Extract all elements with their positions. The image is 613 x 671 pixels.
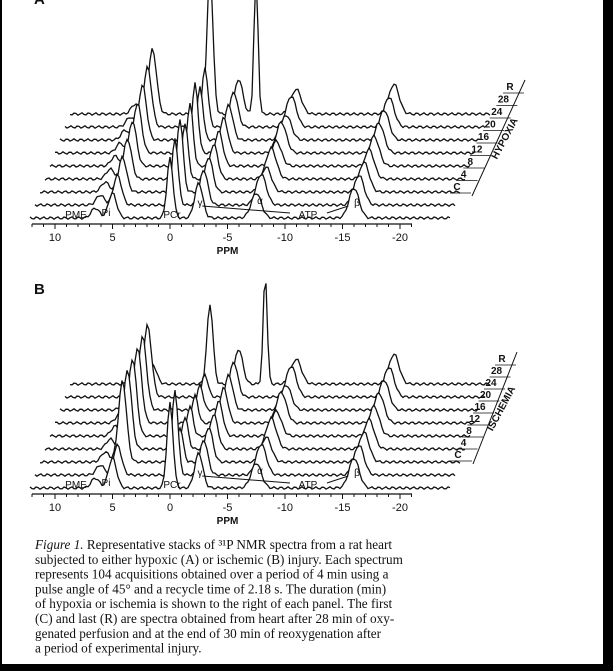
atp-arrows [202, 205, 349, 214]
tick-label: -10 [277, 502, 293, 514]
tick-label: 0 [167, 502, 173, 514]
caption-line: genated perfusion and at the end of 30 m… [35, 626, 382, 641]
stack-label: 28 [498, 95, 510, 106]
caption-line: Figure 1. Representative stacks of ³¹P N… [34, 537, 392, 552]
caption-text: represents 104 acquisitions obtained ove… [35, 567, 389, 582]
tick-label: -15 [335, 232, 351, 244]
caption-label: Figure 1. [34, 537, 84, 552]
spectrum-fill [50, 360, 470, 440]
stack-edge [471, 79, 526, 197]
tick-label: -5 [223, 232, 233, 244]
stack-label: C [454, 450, 461, 461]
panel-label: A [34, 0, 45, 8]
peak-label: ATP [299, 480, 318, 491]
stack-label: R [506, 82, 514, 93]
spectrum-fill [65, 66, 485, 131]
tick-label: 10 [49, 502, 61, 514]
axis-title: PPM [217, 246, 239, 257]
spectrum [44, 123, 466, 182]
peak-label: β [354, 468, 360, 479]
caption-text: genated perfusion and at the end of 30 m… [35, 626, 382, 641]
spectrum-fill [50, 103, 470, 170]
atp-arrows [202, 475, 349, 484]
stack-label: 16 [474, 402, 486, 413]
stack-label: 12 [469, 414, 481, 425]
stack-label: 20 [480, 390, 492, 401]
spectrum [39, 119, 461, 195]
caption-text: pulse angle of 45° and a recycle time of… [35, 581, 386, 596]
peak-label: γ [198, 468, 203, 479]
peak-label: PCr [163, 480, 181, 491]
spectrum [34, 138, 456, 208]
caption-line: of hypoxia or ischemia is shown to the r… [35, 596, 393, 611]
stack-label: 12 [471, 145, 483, 156]
peak-label: γ [198, 198, 203, 209]
spectrum-fill [55, 82, 475, 157]
caption-line: pulse angle of 45° and a recycle time of… [35, 581, 386, 596]
caption-line: subjected to either hypoxic (A) or ische… [35, 552, 404, 567]
stack-label: 28 [491, 366, 503, 377]
peak-label: α [257, 466, 263, 477]
spectrum-fill [60, 336, 480, 414]
tick-label: 10 [49, 232, 61, 244]
tick-label: -10 [277, 232, 293, 244]
spectrum-fill [65, 324, 485, 401]
tick-label: -5 [223, 502, 233, 514]
spectrum-fill [40, 380, 460, 466]
stack-label: 8 [467, 157, 473, 168]
stack-label: C [453, 182, 460, 193]
spectrum-fill [55, 349, 475, 427]
stack-label: 24 [491, 107, 503, 118]
peak-label: Pi [102, 478, 111, 489]
peak-label: PCr [163, 210, 181, 221]
axis-title: PPM [217, 516, 239, 527]
spectrum [29, 156, 451, 221]
panel-label: B [34, 281, 45, 298]
caption-line: represents 104 acquisitions obtained ove… [35, 567, 389, 582]
tick-label: 0 [167, 232, 173, 244]
stack-label: 24 [485, 378, 497, 389]
peak-label: β [354, 198, 360, 209]
spectrum [39, 380, 461, 465]
caption-line: (C) and last (R) are spectra obtained fr… [35, 611, 394, 626]
tick-label: 5 [109, 232, 115, 244]
spectrum [34, 390, 456, 478]
stack-edge [472, 351, 518, 465]
tick-label: -20 [392, 232, 408, 244]
spectrum [29, 401, 451, 491]
stack-label: 20 [485, 120, 497, 131]
caption-text: (C) and last (R) are spectra obtained fr… [35, 611, 394, 626]
peak-label: PME [65, 210, 87, 221]
stack-label: 16 [478, 132, 490, 143]
caption-line: a period of experimental injury. [35, 641, 202, 656]
tick-label: -20 [392, 502, 408, 514]
caption-text: of hypoxia or ischemia is shown to the r… [35, 596, 393, 611]
stack-label: R [498, 354, 506, 365]
peak-label: PME [65, 480, 87, 491]
spectrum-fill [45, 123, 465, 183]
caption-text: a period of experimental injury. [35, 641, 202, 656]
tick-label: -15 [335, 502, 351, 514]
stack-label: 8 [466, 426, 472, 437]
stack-label: 4 [461, 438, 467, 449]
tick-label: 5 [109, 502, 115, 514]
spectrum-fill [45, 370, 465, 453]
spectrum-fill [60, 85, 480, 144]
stack-label: 4 [461, 170, 467, 181]
peak-label: ATP [299, 210, 318, 221]
peak-label: α [257, 196, 263, 207]
caption-text: subjected to either hypoxic (A) or ische… [35, 552, 404, 567]
peak-label: Pi [102, 208, 111, 219]
caption-text: Representative stacks of ³¹P NMR spectra… [87, 537, 392, 552]
